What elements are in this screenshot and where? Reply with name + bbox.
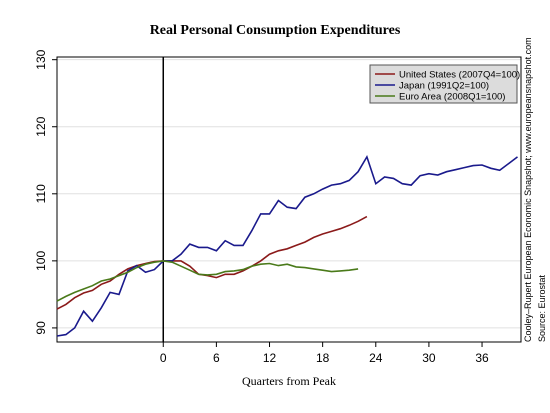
legend-label: Japan (1991Q2=100) <box>399 81 489 92</box>
y-tick-label: 110 <box>34 184 48 203</box>
series-line <box>56 154 518 337</box>
y-tick-label: 100 <box>34 251 48 271</box>
x-axis-label: Quarters from Peak <box>242 374 336 388</box>
x-tick-label: 18 <box>316 351 330 365</box>
series-line <box>56 260 359 302</box>
x-tick-label: 36 <box>475 351 489 365</box>
chart-title: Real Personal Consumption Expenditures <box>150 23 401 38</box>
y-tick-label: 90 <box>34 321 48 335</box>
x-tick-label: 30 <box>422 351 436 365</box>
side-note: Cooley–Rupert European Economic Snapshot… <box>523 37 533 342</box>
x-tick-label: 24 <box>369 351 383 365</box>
y-tick-label: 120 <box>34 116 48 136</box>
legend-label: United States (2007Q4=100) <box>399 70 520 81</box>
x-tick-label: 0 <box>160 351 167 365</box>
x-tick-label: 6 <box>213 351 220 365</box>
y-tick-label: 130 <box>34 49 48 69</box>
x-tick-label: 12 <box>263 351 277 365</box>
series-line <box>56 215 368 310</box>
plot-frame <box>56 56 522 343</box>
side-note: Source: Eurostat <box>537 274 547 342</box>
legend-label: Euro Area (2008Q1=100) <box>399 92 505 103</box>
